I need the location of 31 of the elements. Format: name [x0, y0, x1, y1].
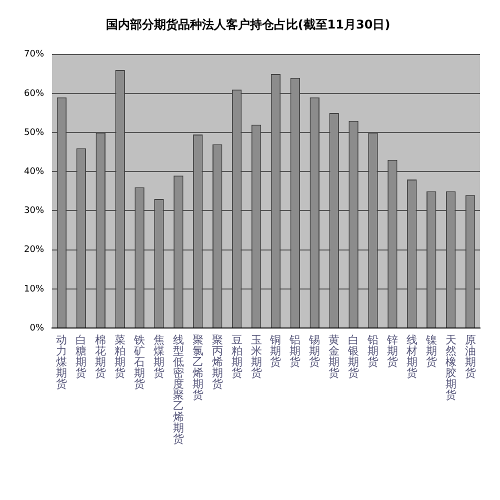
x-tick-label: 铅期货 [366, 333, 378, 368]
x-tick-label: 锌期货 [386, 333, 398, 368]
x-tick-label: 线材期货 [405, 333, 418, 380]
x-tick-label: 白银期货 [347, 333, 360, 380]
y-tick-label: 70% [24, 50, 44, 60]
y-tick-label: 10% [24, 284, 44, 294]
y-tick-label: 20% [24, 245, 44, 256]
x-tick-label: 棉花期货 [95, 333, 106, 380]
x-tick-label: 铝期货 [288, 333, 301, 368]
x-tick-label: 铁矿石期货 [133, 333, 146, 390]
x-tick-label: 铜期货 [269, 333, 282, 368]
chart-title: 国内部分期货品种法人客户持仓占比(截至11月30日) [106, 17, 390, 32]
y-tick-label: 50% [24, 128, 44, 138]
y-tick-label: 0% [30, 323, 44, 334]
x-tick-label: 豆粕期货 [231, 333, 242, 380]
x-tick-label: 聚氯乙烯期货 [192, 333, 204, 402]
x-tick-label: 菜粕期货 [114, 333, 126, 380]
x-tick-label: 黄金期货 [328, 333, 340, 380]
y-tick-label: 30% [24, 206, 44, 216]
x-tick-label: 锡期货 [308, 333, 320, 368]
category-label: 线型低密度聚乙烯期货 [172, 333, 184, 446]
x-tick-label: 镍期货 [424, 333, 437, 368]
x-tick-label: 焦煤期货 [154, 333, 165, 380]
x-tick-label: 玉米期货 [250, 333, 262, 380]
x-tick-label: 聚丙烯期货 [212, 333, 223, 390]
y-tick-label: 60% [24, 88, 44, 99]
x-tick-label: 白糖期货 [76, 333, 87, 380]
y-tick-label: 40% [24, 167, 44, 177]
x-tick-label: 动力煤期货 [56, 333, 68, 390]
x-tick-label: 原油期货 [464, 333, 476, 380]
x-tick-label: 天然橡胶期货 [445, 333, 456, 402]
